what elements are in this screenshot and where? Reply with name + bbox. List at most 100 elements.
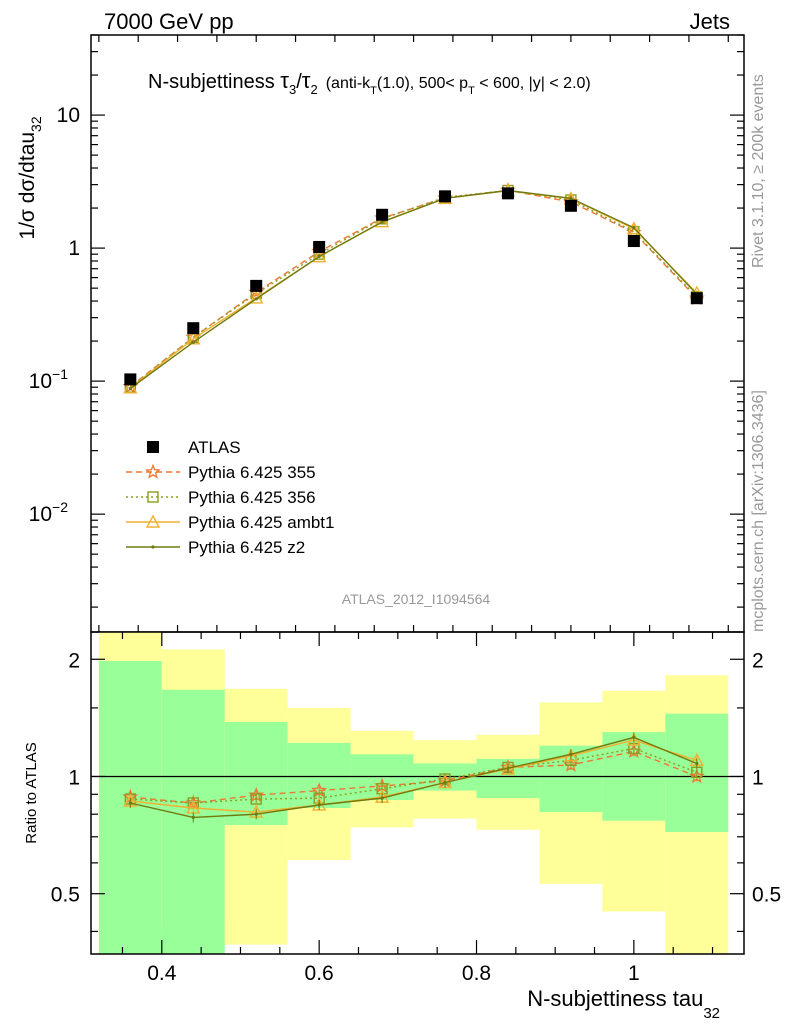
ratio-point-pythia-6-425-ambt1 xyxy=(626,732,642,746)
point-pythia-6-425-z2 xyxy=(128,386,132,391)
main-y-tick-label: 10−1 xyxy=(29,366,69,393)
title-rest2: (1.0), 500< p xyxy=(377,75,468,92)
ratio-frame xyxy=(90,631,745,955)
series-line-pythia-6-425-356 xyxy=(129,189,698,388)
title-sub2: 2 xyxy=(310,82,317,97)
main-title: N-subjettiness τ3/τ2 (anti-kT(1.0), 500< … xyxy=(148,68,591,97)
header-energy: 7000 GeV pp xyxy=(104,9,234,34)
point-atlas xyxy=(627,235,640,248)
ratio-panel: 0.5 0.5 1 1 2 2 0.4 0.6 0.8 1 xyxy=(51,631,781,985)
series-pythia-6-425-355 xyxy=(122,182,705,394)
ratio-point-pythia-6-425-z2 xyxy=(254,812,258,816)
ratio-y-tick-label-right: 1 xyxy=(752,766,764,789)
x-tick-label: 0.8 xyxy=(462,962,491,985)
point-atlas xyxy=(564,199,577,212)
point-pythia-6-425-z2 xyxy=(254,297,258,301)
legend-marker xyxy=(145,463,161,479)
main-y-tick-label: 10 xyxy=(57,104,80,127)
title-main: N-subjettiness xyxy=(148,71,280,93)
ratio-series-layer xyxy=(122,732,705,823)
main-y-label: 1/σ dσ/dtau32 xyxy=(16,116,44,239)
ratio-y-tick-label: 1 xyxy=(68,766,80,789)
title-rest3: < 600, |y| < 2.0) xyxy=(475,75,591,92)
legend-label: Pythia 6.425 356 xyxy=(188,488,316,507)
title-subT1: T xyxy=(370,85,377,97)
ratio-point-pythia-6-425-z2 xyxy=(380,796,384,800)
series-line-pythia-6-425-355 xyxy=(129,189,698,388)
point-atlas xyxy=(439,190,452,203)
title-sub3: 3 xyxy=(289,82,296,97)
series-line-pythia-6-425-z2 xyxy=(129,189,698,390)
legend-item-pythia-6-425-356: Pythia 6.425 356 xyxy=(126,488,316,507)
point-atlas xyxy=(250,279,263,292)
ratio-point-pythia-6-425-z2 xyxy=(569,752,573,756)
x-axis-label: N-subjettiness tau32 xyxy=(527,986,720,1022)
point-pythia-6-425-z2 xyxy=(569,196,573,200)
legend-label: Pythia 6.425 z2 xyxy=(188,538,305,557)
title-subT2: T xyxy=(468,85,475,97)
analysis-label: ATLAS_2012_I1094564 xyxy=(342,591,491,607)
ratio-point-pythia-6-425-z2 xyxy=(506,766,510,770)
ratio-point-pythia-6-425-z2 xyxy=(191,815,195,820)
x-tick-label: 0.6 xyxy=(305,962,334,985)
point-pythia-6-425-z2 xyxy=(191,340,195,344)
title-rest1: (anti-k xyxy=(326,75,371,92)
point-pythia-6-425-z2 xyxy=(380,220,384,224)
ratio-point-pythia-6-425-356 xyxy=(250,793,262,805)
main-y-tick-label: 1 xyxy=(68,237,80,260)
main-series-layer xyxy=(122,182,705,394)
ratio-point-pythia-6-425-z2 xyxy=(317,803,321,807)
legend-label: Pythia 6.425 355 xyxy=(188,463,316,482)
point-atlas xyxy=(187,322,200,335)
series-line-pythia-6-425-ambt1 xyxy=(129,189,698,389)
main-y-ticks: 10−2 10−1 1 10 xyxy=(29,34,744,608)
legend-marker xyxy=(151,545,155,549)
ratio-line-pythia-6-425-356 xyxy=(130,747,698,804)
point-pythia-6-425-ambt1 xyxy=(123,380,138,394)
main-x-ticks xyxy=(98,35,729,632)
ratio-y-tick-label-right: 0.5 xyxy=(752,884,781,907)
main-y-tick-label: 10−2 xyxy=(29,499,69,526)
ratio-point-pythia-6-425-z2 xyxy=(695,761,699,766)
ratio-y-label: Ratio to ATLAS xyxy=(23,742,40,843)
legend-marker xyxy=(147,441,159,453)
ratio-y-tick-label: 2 xyxy=(68,649,80,672)
mcplots-label: mcplots.cern.ch [arXiv:1306.3436] xyxy=(750,390,767,632)
ratio-point-pythia-6-425-z2 xyxy=(443,780,447,785)
point-pythia-6-425-ambt1 xyxy=(626,221,642,235)
legend-item-pythia-6-425-z2: Pythia 6.425 z2 xyxy=(126,538,305,557)
ratio-point-pythia-6-425-z2 xyxy=(128,801,132,805)
series-atlas xyxy=(124,187,703,386)
point-atlas xyxy=(313,240,326,253)
title-tau2: τ xyxy=(302,68,311,93)
ratio-line-pythia-6-425-z2 xyxy=(130,736,698,819)
main-panel: 10−2 10−1 1 10 xyxy=(29,34,745,633)
point-pythia-6-425-z2 xyxy=(632,226,636,230)
ratio-series-pythia-6-425-z2 xyxy=(128,732,699,823)
ratio-point-pythia-6-425-z2 xyxy=(632,735,636,739)
point-atlas xyxy=(124,373,137,386)
series-pythia-6-425-ambt1 xyxy=(123,183,704,394)
legend-item-pythia-6-425-ambt1: Pythia 6.425 ambt1 xyxy=(126,513,334,532)
rivet-label: Rivet 3.1.10, ≥ 200k events xyxy=(750,74,767,268)
point-pythia-6-425-ambt1 xyxy=(311,249,327,263)
point-atlas xyxy=(690,292,703,305)
legend-item-pythia-6-425-355: Pythia 6.425 355 xyxy=(126,463,316,482)
x-tick-label: 1 xyxy=(628,962,640,985)
legend-marker xyxy=(145,514,161,528)
legend: ATLAS Pythia 6.425 355 Pythia 6.425 356 Pyt… xyxy=(126,438,334,557)
title-tau3: τ xyxy=(280,68,289,93)
legend-label: Pythia 6.425 ambt1 xyxy=(188,513,334,532)
legend-marker xyxy=(147,491,159,503)
series-pythia-6-425-356 xyxy=(124,184,703,393)
point-pythia-6-425-z2 xyxy=(317,254,321,259)
ratio-ticks: 0.5 0.5 1 1 2 2 0.4 0.6 0.8 1 xyxy=(51,632,781,985)
ratio-y-tick-label-right: 2 xyxy=(752,649,764,672)
legend-item-atlas: ATLAS xyxy=(147,438,241,457)
ratio-uncertainty-bands xyxy=(91,632,744,954)
legend-label: ATLAS xyxy=(188,438,241,457)
header-category: Jets xyxy=(690,9,730,34)
x-tick-label: 0.4 xyxy=(147,962,177,985)
ratio-y-tick-label: 0.5 xyxy=(51,884,80,907)
